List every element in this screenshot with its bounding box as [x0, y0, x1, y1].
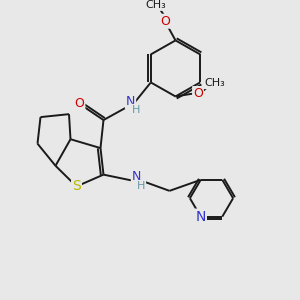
Text: CH₃: CH₃	[204, 78, 225, 88]
Text: O: O	[160, 15, 170, 28]
Text: O: O	[193, 87, 203, 100]
Text: H: H	[137, 181, 145, 191]
Text: CH₃: CH₃	[146, 0, 167, 10]
Text: N: N	[196, 210, 206, 224]
Text: S: S	[72, 179, 81, 194]
Text: H: H	[132, 105, 140, 115]
Text: N: N	[126, 95, 135, 108]
Text: N: N	[132, 170, 141, 184]
Text: O: O	[75, 97, 84, 110]
